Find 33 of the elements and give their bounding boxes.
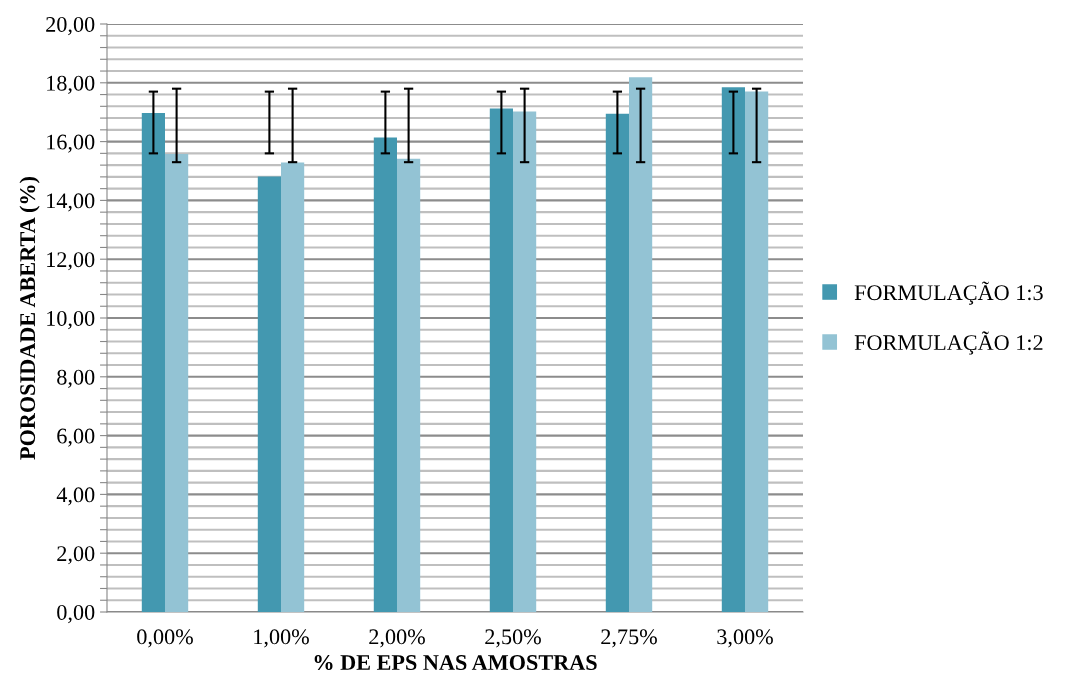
legend-label: FORMULAÇÃO 1:2 (854, 331, 1043, 355)
x-axis-title: % DE EPS NAS AMOSTRAS (314, 655, 597, 671)
bar (281, 162, 305, 612)
bar (397, 158, 421, 612)
bar (141, 113, 165, 612)
x-tick-label: 0,00% (137, 629, 193, 648)
y-tick-label: 20,00 (46, 16, 95, 36)
x-tick-label: 1,00% (254, 629, 309, 648)
y-tick-label: 16,00 (47, 134, 95, 153)
y-tick-label: 18,00 (47, 75, 95, 94)
bar (489, 108, 513, 612)
y-axis-title: POROSIDADE ABERTA (%) (19, 176, 40, 460)
y-tick-label: 10,00 (47, 310, 95, 330)
bar (605, 113, 629, 612)
bar (629, 77, 653, 612)
y-tick-label: 4,00 (56, 487, 95, 506)
y-tick-label: 12,00 (47, 252, 95, 271)
bar (721, 87, 745, 612)
x-tick-label: 3,00% (717, 629, 773, 648)
y-tick-label: 6,00 (57, 428, 95, 447)
legend-label: FORMULAÇÃO 1:3 (854, 281, 1043, 305)
x-tick-label: 2,00% (369, 629, 425, 648)
bar (257, 176, 281, 612)
x-tick-label: 2,75% (601, 629, 657, 648)
y-tick-label: 14,00 (47, 193, 95, 212)
bar (745, 91, 769, 612)
bar (373, 137, 397, 612)
x-tick-label: 2,50% (485, 629, 541, 648)
y-tick-label: 8,00 (57, 369, 95, 388)
bar (513, 111, 537, 612)
y-tick-label: 2,00 (57, 546, 95, 565)
bar (165, 153, 189, 612)
y-tick-label: 0,00 (57, 604, 95, 624)
